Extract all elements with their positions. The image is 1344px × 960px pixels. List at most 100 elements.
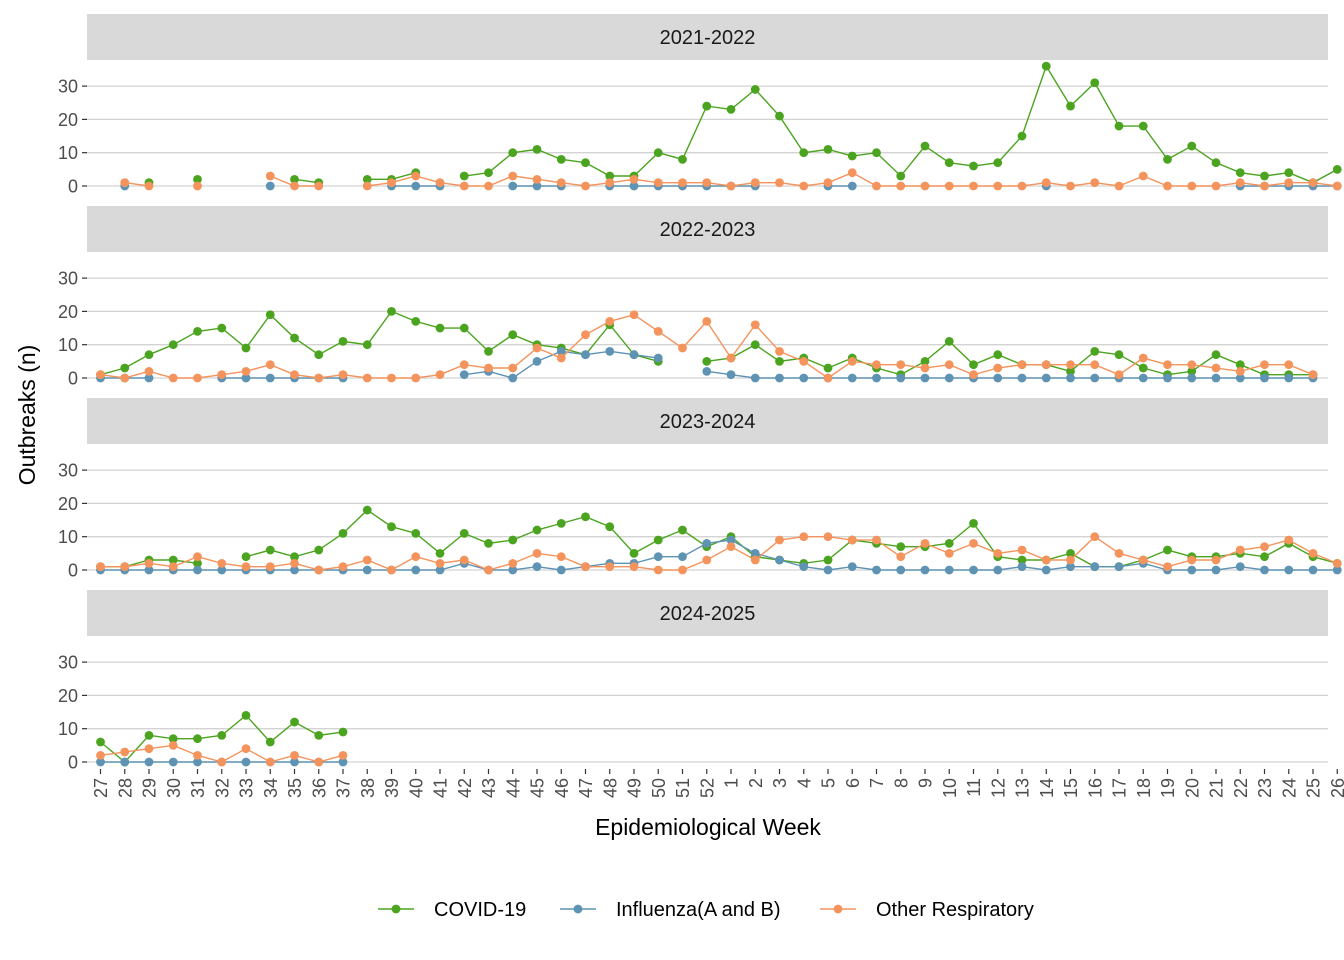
data-point: [411, 373, 421, 383]
data-point: [508, 373, 518, 383]
data-point: [290, 552, 299, 562]
legend-label: COVID-19: [434, 899, 526, 921]
data-point: [872, 360, 881, 370]
data-point: [1284, 373, 1294, 383]
data-point: [969, 161, 978, 171]
x-tick-label: 1: [722, 778, 742, 788]
data-point: [1187, 360, 1197, 370]
data-point: [872, 181, 881, 191]
data-point: [411, 565, 421, 575]
x-tick-label: 3: [770, 778, 790, 788]
x-tick-label: 6: [843, 778, 863, 788]
data-point: [920, 565, 930, 575]
y-tick-label: 0: [68, 177, 78, 197]
data-point: [217, 730, 227, 740]
data-point: [823, 565, 833, 575]
data-point: [1211, 565, 1221, 575]
data-point: [1332, 181, 1342, 191]
data-point: [1090, 562, 1100, 572]
data-point: [314, 545, 324, 555]
data-point: [1284, 565, 1294, 575]
y-tick-label: 30: [58, 269, 78, 289]
data-point: [726, 105, 736, 114]
data-point: [799, 562, 809, 572]
data-point: [702, 538, 712, 548]
data-point: [217, 558, 227, 568]
data-point: [847, 535, 857, 545]
data-point: [847, 356, 857, 366]
data-point: [944, 538, 954, 548]
data-point: [1187, 373, 1197, 383]
data-point: [1138, 555, 1148, 565]
data-point: [556, 154, 566, 164]
data-point: [775, 373, 784, 383]
series-COVID-19: [96, 710, 348, 767]
x-tick-label: 31: [188, 778, 208, 798]
data-point: [896, 542, 906, 552]
data-point: [993, 548, 1003, 558]
x-tick-label: 8: [891, 778, 911, 788]
data-point: [193, 174, 202, 184]
data-point: [532, 343, 542, 353]
data-point: [581, 512, 590, 522]
data-point: [1138, 353, 1148, 363]
data-point: [944, 373, 954, 383]
data-point: [944, 548, 954, 558]
legend-key-point: [573, 904, 583, 914]
data-point: [508, 363, 518, 373]
data-point: [993, 158, 1003, 168]
data-point: [823, 555, 833, 565]
x-tick-label: 14: [1037, 778, 1057, 798]
data-point: [823, 373, 833, 383]
data-point: [217, 323, 227, 333]
panel-2023-2024: 2023-2024 0 10 20 30: [58, 398, 1342, 581]
series-line: [706, 370, 1313, 379]
x-tick-label: 24: [1279, 778, 1299, 798]
data-point: [678, 552, 687, 562]
data-point: [193, 565, 202, 575]
data-point: [265, 171, 275, 181]
data-point: [484, 346, 493, 356]
data-point: [193, 181, 202, 191]
data-point: [241, 757, 251, 767]
data-point: [1138, 373, 1148, 383]
data-point: [1041, 178, 1051, 188]
data-point: [1041, 555, 1051, 565]
data-point: [605, 316, 615, 326]
data-point: [193, 734, 202, 744]
data-point: [702, 356, 712, 366]
data-point: [411, 181, 421, 191]
data-point: [120, 562, 130, 572]
data-point: [1211, 350, 1221, 360]
x-tick-label: 16: [1085, 778, 1105, 798]
data-point: [193, 757, 202, 767]
data-point: [775, 356, 784, 366]
data-point: [581, 330, 590, 340]
data-point: [1211, 363, 1221, 373]
data-point: [1138, 121, 1148, 131]
x-tick-label: 44: [503, 778, 523, 798]
data-point: [411, 528, 421, 538]
x-tick-label: 49: [625, 778, 645, 798]
data-point: [653, 552, 663, 562]
panel-2024-2025: 2024-2025 0 10 20 30: [58, 590, 1328, 773]
data-point: [605, 562, 615, 572]
data-point: [1090, 346, 1100, 356]
data-point: [750, 373, 760, 383]
data-point: [581, 181, 590, 191]
data-point: [1090, 78, 1100, 88]
data-point: [1211, 373, 1221, 383]
data-point: [411, 552, 421, 562]
data-point: [411, 316, 421, 326]
data-point: [290, 181, 299, 191]
data-point: [1235, 178, 1245, 188]
data-point: [1041, 360, 1051, 370]
data-point: [362, 373, 372, 383]
data-point: [120, 757, 130, 767]
data-point: [314, 373, 324, 383]
data-point: [508, 171, 518, 181]
data-point: [241, 552, 251, 562]
data-point: [387, 565, 396, 575]
data-point: [702, 101, 712, 111]
data-point: [1017, 373, 1027, 383]
